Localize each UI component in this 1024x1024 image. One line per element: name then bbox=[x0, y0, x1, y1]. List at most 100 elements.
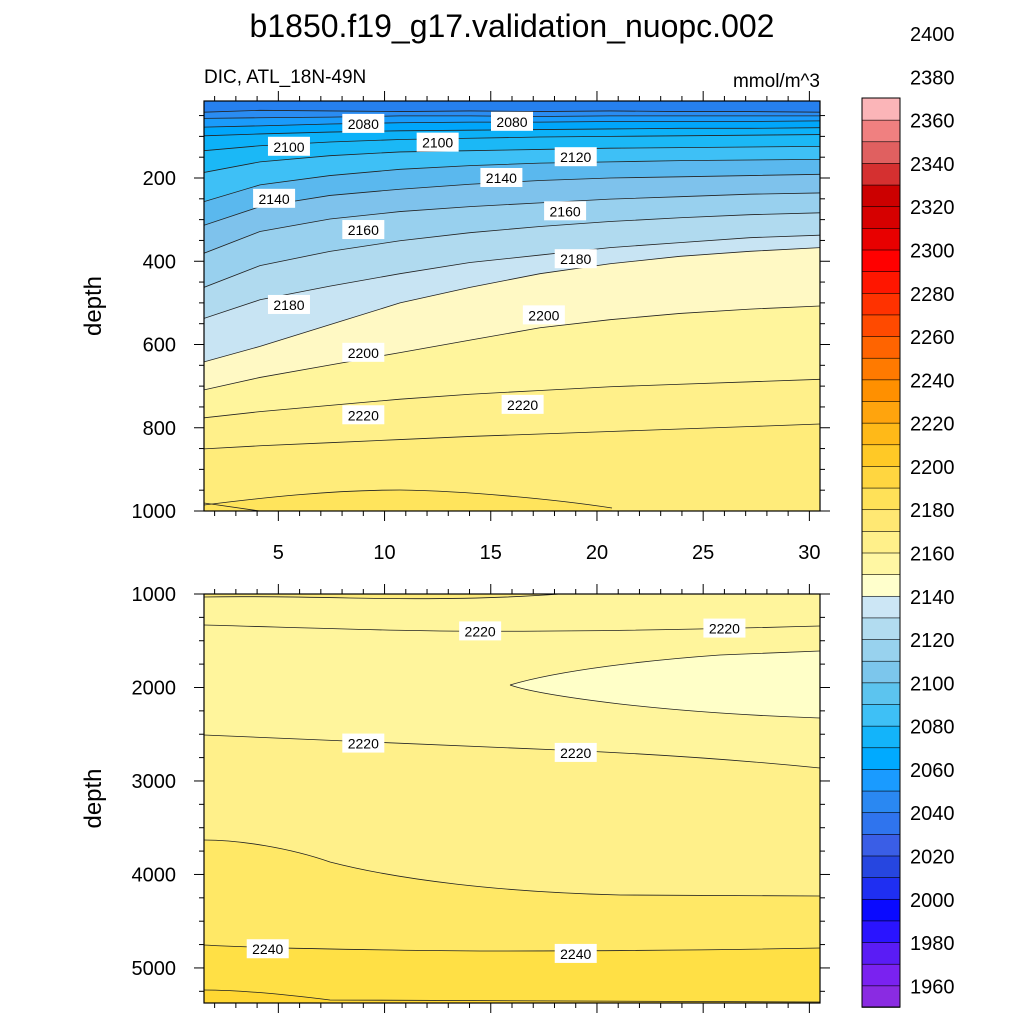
upper-axes: 5 10 15 20 25 30 200 400 600 800 1000 depth 2080 2080… bbox=[80, 91, 830, 564]
colorbar-swatch bbox=[861, 443, 901, 467]
colorbar-swatch bbox=[861, 811, 901, 835]
colorbar-swatch bbox=[861, 508, 901, 532]
y-tick-label: 3000 bbox=[132, 771, 177, 793]
y-axis-label: depth bbox=[80, 768, 107, 828]
colorbar-label: 2020 bbox=[910, 847, 955, 869]
contour-label: 2200 bbox=[522, 305, 565, 325]
contour-label-text: 2200 bbox=[528, 307, 559, 323]
lower-axes: 1000 2000 3000 4000 5000 depth 2220 2220 2220 222… bbox=[80, 584, 830, 1013]
y-tick-label: 800 bbox=[143, 418, 176, 440]
contour-label-text: 2220 bbox=[709, 621, 740, 637]
y-tick-label: 1000 bbox=[132, 501, 177, 523]
colorbar-label: 2200 bbox=[910, 457, 955, 479]
colorbar: 1960 1980 2000 2020 2040 2060 2080 2100 2120 2140… bbox=[861, 0, 955, 1008]
contour-label: 2180 bbox=[554, 249, 597, 269]
contour-label-text: 2240 bbox=[252, 941, 283, 957]
contour-label-text: 2100 bbox=[273, 139, 304, 155]
colorbar-swatch bbox=[861, 963, 901, 987]
contour-label-text: 2160 bbox=[550, 203, 581, 219]
chart-units: mmol/m^3 bbox=[733, 71, 820, 92]
contour-label-text: 2080 bbox=[496, 114, 527, 130]
x-tick-label: 25 bbox=[692, 542, 714, 564]
colorbar-label: 2120 bbox=[910, 630, 955, 652]
contour-label-text: 2160 bbox=[348, 222, 379, 238]
y-tick-label: 5000 bbox=[132, 958, 177, 980]
colorbar-label: 2160 bbox=[910, 544, 955, 566]
colorbar-label: 2040 bbox=[910, 803, 955, 825]
colorbar-label: 2100 bbox=[910, 673, 955, 695]
colorbar-swatch bbox=[861, 227, 901, 251]
colorbar-label: 2420 bbox=[910, 0, 955, 3]
contour-label: 2100 bbox=[416, 132, 459, 152]
colorbar-swatch bbox=[861, 746, 901, 770]
contour-label: 2080 bbox=[342, 113, 385, 133]
colorbar-swatch bbox=[861, 422, 901, 446]
contour-label: 2200 bbox=[342, 342, 385, 362]
y-tick-label: 400 bbox=[143, 251, 176, 273]
colorbar-swatch bbox=[861, 487, 901, 511]
contour-label-text: 2220 bbox=[507, 397, 538, 413]
contour-label-text: 2240 bbox=[560, 946, 591, 962]
colorbar-swatch bbox=[861, 400, 901, 424]
colorbar-label: 2400 bbox=[910, 24, 955, 46]
colorbar-swatch bbox=[861, 876, 901, 900]
colorbar-label: 1980 bbox=[910, 933, 955, 955]
y-tick-label: 4000 bbox=[132, 864, 177, 886]
y-tick-label: 2000 bbox=[132, 677, 177, 699]
contour-label-text: 2220 bbox=[348, 407, 379, 423]
colorbar-label: 2380 bbox=[910, 67, 955, 89]
colorbar-swatch bbox=[861, 357, 901, 381]
contour-label-text: 2140 bbox=[259, 191, 290, 207]
contour-label: 2080 bbox=[491, 111, 533, 131]
colorbar-swatch bbox=[861, 660, 901, 684]
chart-subtitle-left: DIC, ATL_18N-49N bbox=[204, 67, 366, 88]
colorbar-label: 2220 bbox=[910, 414, 955, 436]
colorbar-swatch bbox=[861, 638, 901, 662]
contour-label: 2220 bbox=[501, 394, 544, 414]
contour-label: 2240 bbox=[246, 939, 289, 959]
colorbar-swatch bbox=[861, 379, 901, 402]
colorbar-label: 2360 bbox=[910, 111, 955, 133]
colorbar-swatch bbox=[861, 941, 901, 965]
colorbar-label: 1960 bbox=[910, 976, 955, 998]
colorbar-frame bbox=[861, 97, 901, 1008]
colorbar-swatch bbox=[861, 898, 901, 922]
colorbar-swatch bbox=[861, 530, 901, 554]
contour-label-text: 2220 bbox=[465, 623, 496, 639]
contour-label: 2160 bbox=[544, 201, 587, 221]
colorbar-swatch bbox=[861, 552, 901, 575]
lower-contour-fill bbox=[204, 594, 820, 1003]
colorbar-swatch bbox=[861, 314, 901, 337]
contour-label-text: 2100 bbox=[422, 135, 453, 151]
contour-label: 2140 bbox=[253, 188, 296, 208]
contour-label: 2220 bbox=[554, 742, 597, 762]
colorbar-swatch bbox=[861, 335, 901, 359]
contour-label: 2100 bbox=[267, 136, 310, 156]
contour-label-text: 2140 bbox=[486, 170, 517, 186]
contour-label: 2180 bbox=[267, 294, 310, 314]
colorbar-swatch bbox=[861, 703, 901, 727]
contour-label-text: 2180 bbox=[273, 297, 304, 313]
contour-label: 2220 bbox=[703, 618, 746, 638]
x-tick-label: 5 bbox=[273, 542, 284, 564]
colorbar-label: 2320 bbox=[910, 197, 955, 219]
colorbar-label: 2280 bbox=[910, 284, 955, 306]
colorbar-swatch bbox=[861, 140, 901, 164]
lower-panel bbox=[204, 594, 820, 1003]
colorbar-swatch bbox=[861, 833, 901, 857]
contour-label-text: 2120 bbox=[560, 149, 591, 165]
colorbar-swatch bbox=[861, 617, 901, 640]
colorbar-label: 2060 bbox=[910, 760, 955, 782]
contour-label: 2160 bbox=[342, 220, 385, 240]
contour-label: 2220 bbox=[342, 733, 385, 753]
contour-label: 2140 bbox=[480, 168, 523, 188]
colorbar-swatch bbox=[861, 768, 901, 792]
colorbar-label: 2240 bbox=[910, 370, 955, 392]
y-tick-label: 1000 bbox=[132, 584, 177, 606]
colorbar-swatch bbox=[861, 292, 901, 316]
colorbar-swatch bbox=[861, 119, 901, 143]
colorbar-label: 2080 bbox=[910, 717, 955, 739]
colorbar-swatch bbox=[861, 920, 901, 943]
contour-label: 2240 bbox=[554, 943, 597, 963]
